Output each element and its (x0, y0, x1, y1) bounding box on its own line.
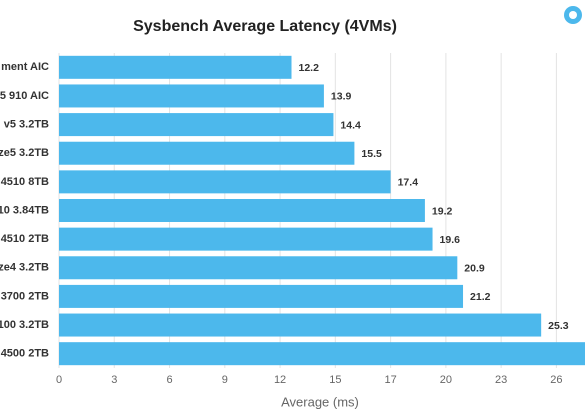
value-label: 14.4 (340, 119, 361, 131)
bar (59, 199, 425, 222)
y-tick-label: 100 3.2TB (0, 319, 49, 331)
x-tick-label: 20 (440, 374, 452, 386)
bar (59, 141, 355, 165)
y-tick-label: ze4 3.2TB (0, 262, 49, 274)
bar (59, 113, 334, 137)
bars (59, 55, 585, 366)
x-tick-label: 3 (111, 374, 117, 386)
y-tick-label: 4510 2TB (1, 233, 49, 245)
x-tick-label: 15 (329, 374, 341, 386)
x-tick-label: 17 (384, 374, 396, 386)
y-tick-label: ze5 3.2TB (0, 147, 49, 159)
value-label: 19.6 (440, 234, 461, 246)
x-tick-label: 26 (550, 374, 562, 386)
x-tick-label: 23 (495, 374, 507, 386)
bar (59, 256, 458, 280)
x-tick-label: 0 (56, 374, 62, 386)
value-label: 17.4 (398, 177, 419, 189)
x-tick-label: 6 (166, 374, 172, 386)
y-tick-label: 4500 2TB (1, 348, 49, 360)
value-label: 25.3 (548, 320, 569, 332)
x-axis-label: Average (ms) (281, 394, 359, 409)
value-label: 19.2 (432, 205, 453, 217)
value-label: 12.2 (299, 62, 320, 74)
value-label: 13.9 (331, 91, 352, 103)
bar (59, 170, 391, 194)
logo (564, 6, 582, 24)
chart-title: Sysbench Average Latency (4VMs) (133, 18, 397, 35)
value-label: 20.9 (464, 263, 485, 275)
y-tick-label: 10 3.84TB (0, 204, 49, 216)
y-tick-label: 4510 8TB (1, 176, 49, 188)
bar (59, 342, 585, 366)
bar (59, 55, 292, 79)
y-tick-label: ment AIC (1, 61, 49, 73)
x-tick-label: 12 (274, 374, 286, 386)
y-tick-label: 3700 2TB (1, 290, 49, 302)
x-tick-label: 9 (222, 374, 228, 386)
bar (59, 84, 324, 108)
value-label: 15.5 (361, 148, 382, 160)
y-tick-label: 5 910 AIC (0, 90, 49, 102)
y-tick-label: v5 3.2TB (4, 118, 49, 130)
bar (59, 284, 464, 308)
bar (59, 227, 433, 251)
bar (59, 313, 542, 337)
value-label: 21.2 (470, 291, 491, 303)
